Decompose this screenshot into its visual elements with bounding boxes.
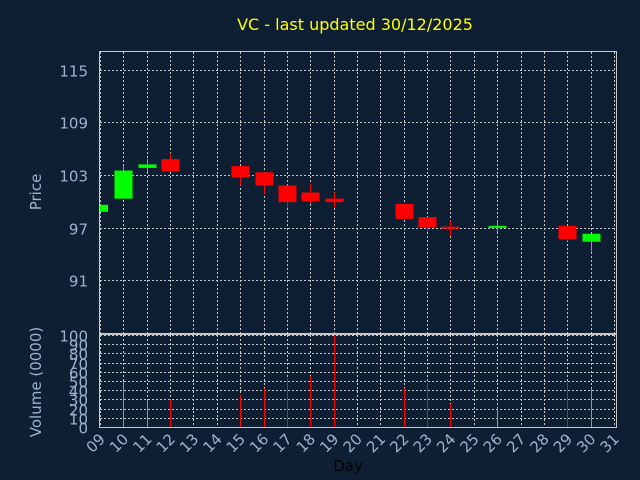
x-axis-label: Day (333, 457, 363, 475)
volume-axis-label: Volume (0000) (27, 327, 45, 437)
candle-body (582, 233, 601, 242)
candle-body (488, 225, 507, 228)
volume-tick-label: 90 (69, 337, 88, 355)
volume-tick-label: 10 (69, 411, 88, 429)
candle-body (231, 166, 250, 178)
candle-body (100, 204, 108, 212)
price-panel-frame (99, 51, 617, 334)
candle-body (138, 164, 157, 168)
volume-tick-label: 20 (69, 402, 88, 420)
candle-body (255, 172, 274, 186)
volume-panel-frame (99, 334, 617, 428)
candle-body (278, 185, 297, 203)
candle-layer (100, 152, 601, 252)
y-axis-label: Price (27, 174, 45, 211)
candle-body (418, 217, 437, 228)
candle-body (395, 203, 414, 219)
volume-tick-label: 50 (69, 374, 88, 392)
volume-tick-label: 30 (69, 392, 88, 410)
price-tick-label: 97 (69, 221, 88, 239)
price-tick-label: 103 (59, 168, 88, 186)
volume-tick-label: 80 (69, 346, 88, 364)
candle-body (114, 170, 133, 199)
volume-tick-label: 70 (69, 356, 88, 374)
volume-layer (123, 335, 592, 427)
candle-body (301, 192, 320, 202)
volume-tick-label: 0 (78, 420, 88, 438)
volume-tick-label: 100 (59, 328, 88, 346)
price-tick-label: 109 (59, 115, 88, 133)
price-tick-label: 115 (59, 63, 88, 81)
candle-body (441, 226, 460, 229)
candle-body (558, 225, 577, 240)
volume-tick-label: 40 (69, 383, 88, 401)
candle-body (161, 159, 180, 172)
price-tick-label: 91 (69, 273, 88, 291)
candle-body (325, 198, 344, 203)
volume-tick-label: 60 (69, 365, 88, 383)
chart-title: VC - last updated 30/12/2025 (237, 15, 473, 34)
